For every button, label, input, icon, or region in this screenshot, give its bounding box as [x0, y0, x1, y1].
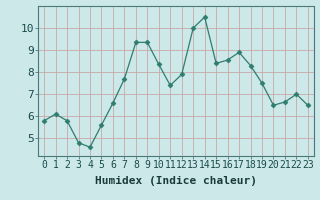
X-axis label: Humidex (Indice chaleur): Humidex (Indice chaleur)	[95, 176, 257, 186]
